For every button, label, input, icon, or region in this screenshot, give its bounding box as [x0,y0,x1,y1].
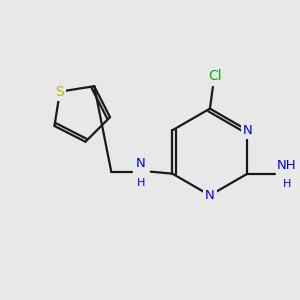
Text: H: H [283,178,291,189]
Text: N: N [243,124,252,137]
Text: N: N [205,189,215,202]
Text: S: S [56,85,64,99]
Text: Cl: Cl [208,69,222,83]
Text: N: N [136,157,146,170]
Text: NH: NH [277,159,297,172]
Text: H: H [136,178,145,188]
